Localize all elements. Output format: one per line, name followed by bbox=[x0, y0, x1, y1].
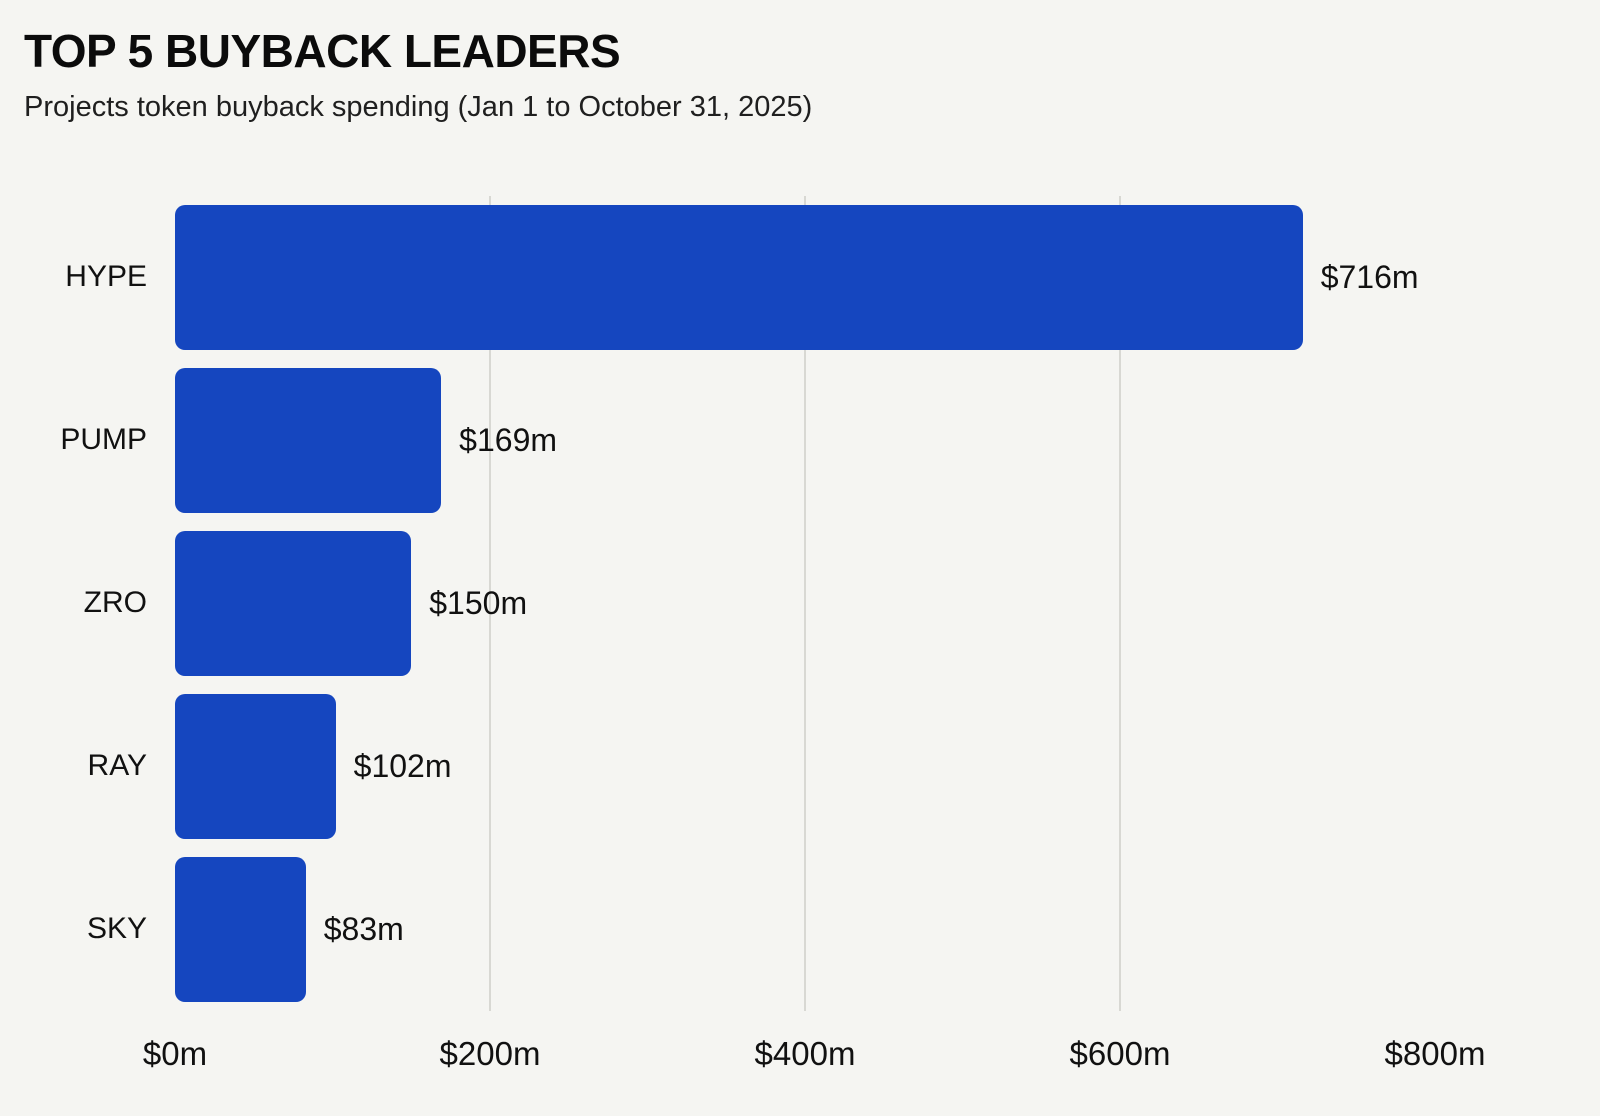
bar-track: $83m bbox=[175, 856, 1435, 1002]
value-label: $83m bbox=[323, 910, 404, 947]
bar-row: HYPE $716m bbox=[0, 196, 1600, 359]
value-label: $102m bbox=[353, 747, 452, 784]
gridline bbox=[489, 195, 491, 1011]
bar bbox=[175, 204, 1303, 350]
chart-header: TOP 5 BUYBACK LEADERS Projects token buy… bbox=[0, 0, 1600, 124]
category-label: HYPE bbox=[65, 260, 147, 294]
category-label: SKY bbox=[86, 912, 147, 946]
bar-track: $716m bbox=[175, 204, 1435, 350]
bar bbox=[175, 530, 412, 676]
bar-rows: HYPE $716m PUMP $169m ZRO $150m RAY $102m SKY $83… bbox=[0, 195, 1600, 1011]
category-label: ZRO bbox=[83, 586, 147, 620]
value-label: $169m bbox=[459, 421, 558, 458]
x-tick-label: $0m bbox=[142, 1034, 208, 1072]
gridlines bbox=[175, 195, 1435, 1011]
page-title: TOP 5 BUYBACK LEADERS bbox=[24, 25, 621, 77]
bar bbox=[175, 367, 442, 513]
x-tick-label: $400m bbox=[754, 1034, 856, 1072]
bar-row: ZRO $150m bbox=[0, 522, 1600, 685]
x-axis-ticks: $0m $200m $400m $600m $800m bbox=[143, 1027, 1486, 1099]
page-subtitle: Projects token buyback spending (Jan 1 t… bbox=[24, 90, 813, 123]
gridline bbox=[1119, 195, 1121, 1011]
gridline bbox=[804, 195, 806, 1011]
value-label: $716m bbox=[1320, 258, 1419, 295]
bar bbox=[175, 856, 306, 1002]
bar-track: $169m bbox=[175, 367, 1435, 513]
category-label: PUMP bbox=[60, 423, 147, 457]
bar bbox=[175, 693, 336, 839]
bar-track: $150m bbox=[175, 530, 1435, 676]
bar-row: PUMP $169m bbox=[0, 359, 1600, 522]
x-tick-label: $800m bbox=[1384, 1034, 1486, 1072]
bar-chart: HYPE $716m PUMP $169m ZRO $150m RAY $102m SKY $83… bbox=[0, 195, 1600, 1099]
bar-track: $102m bbox=[175, 693, 1435, 839]
value-label: $150m bbox=[429, 584, 528, 621]
x-axis: $0m $200m $400m $600m $800m bbox=[0, 1027, 1600, 1099]
bar-row: SKY $83m bbox=[0, 848, 1600, 1011]
bar-row: RAY $102m bbox=[0, 685, 1600, 848]
x-tick-label: $600m bbox=[1069, 1034, 1171, 1072]
category-label: RAY bbox=[87, 749, 147, 783]
x-tick-label: $200m bbox=[439, 1034, 541, 1072]
